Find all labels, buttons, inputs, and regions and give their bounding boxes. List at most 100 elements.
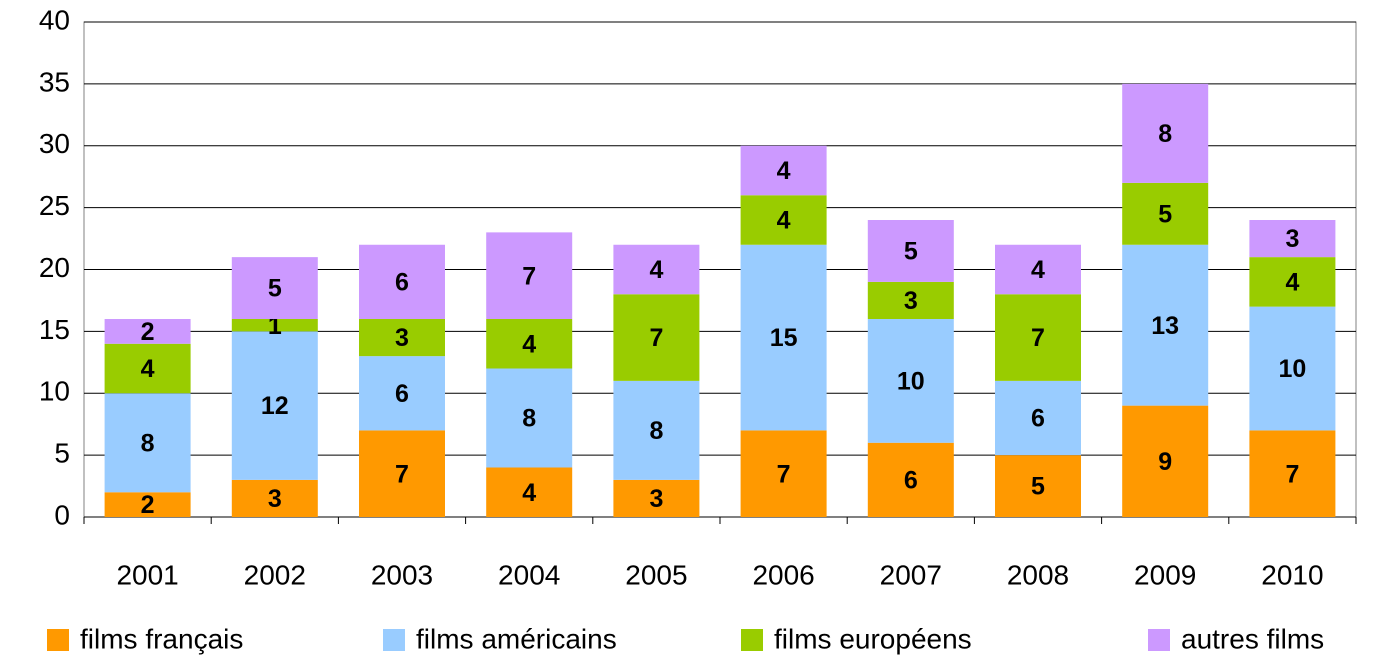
data-label: 5 — [904, 238, 918, 266]
data-label: 8 — [141, 429, 155, 457]
bar-segment — [1122, 405, 1209, 517]
legend-swatch — [47, 629, 69, 651]
data-label: 9 — [1158, 448, 1172, 476]
data-label: 3 — [904, 287, 918, 315]
bar-segment — [359, 319, 445, 357]
bar-segment — [1249, 257, 1336, 307]
x-tick-label: 2005 — [625, 559, 687, 590]
data-label: 3 — [649, 485, 663, 513]
bar-segment — [995, 380, 1081, 456]
bar-segment — [1249, 306, 1336, 431]
legend-swatch — [383, 629, 405, 651]
data-label: 7 — [649, 324, 663, 352]
data-label: 5 — [268, 275, 282, 303]
data-label: 7 — [1031, 324, 1045, 352]
bar-segment — [486, 467, 573, 517]
y-tick-label: 30 — [39, 128, 70, 159]
data-label: 3 — [268, 485, 282, 513]
data-label: 4 — [522, 479, 536, 507]
bar-segment — [613, 294, 700, 381]
bar-segment — [486, 368, 573, 468]
y-tick-label: 0 — [54, 499, 70, 530]
bar-segment — [613, 244, 700, 295]
data-label: 4 — [777, 207, 791, 235]
bar-segment — [359, 244, 445, 319]
legend-swatch — [1148, 629, 1170, 651]
data-label: 4 — [141, 355, 155, 383]
x-tick-label: 2009 — [1134, 559, 1196, 590]
bar-segment — [995, 244, 1081, 295]
bar-segment — [1249, 430, 1336, 517]
bar-segment — [867, 319, 954, 443]
bar-segment — [995, 294, 1081, 381]
y-tick-label: 25 — [39, 190, 70, 221]
data-label: 4 — [1031, 256, 1045, 284]
data-label: 8 — [522, 405, 536, 433]
bar-segment — [1249, 220, 1336, 258]
bar-segment — [359, 430, 445, 517]
x-tick-label: 2006 — [752, 559, 814, 590]
data-label: 5 — [1158, 200, 1172, 228]
bar-segment — [486, 232, 573, 319]
data-label: 10 — [897, 367, 925, 395]
y-tick-label: 5 — [54, 438, 70, 469]
data-label: 15 — [770, 324, 798, 352]
bar-segment — [231, 257, 318, 319]
y-tick-label: 40 — [39, 4, 70, 35]
data-label: 8 — [1158, 120, 1172, 148]
data-label: 5 — [1031, 473, 1045, 501]
data-label: 6 — [904, 466, 918, 494]
data-label: 4 — [522, 330, 536, 358]
bar-segment — [613, 380, 700, 480]
legend-label: films américains — [416, 623, 617, 654]
bar-segment — [486, 319, 573, 369]
data-label: 10 — [1278, 355, 1306, 383]
x-tick-label: 2007 — [880, 559, 942, 590]
legend-swatch — [741, 629, 763, 651]
data-label: 2 — [141, 491, 155, 519]
x-tick-label: 2003 — [371, 559, 433, 590]
data-label: 7 — [1285, 460, 1299, 488]
bar-segment — [359, 356, 445, 431]
bar-segment — [231, 479, 318, 517]
data-label: 6 — [395, 268, 409, 296]
bar-segment — [740, 195, 827, 245]
y-tick-label: 15 — [39, 314, 70, 345]
data-label: 13 — [1151, 312, 1179, 340]
legend-label: autres films — [1181, 623, 1324, 654]
x-tick-label: 2001 — [116, 559, 178, 590]
bar-segment — [740, 430, 827, 517]
bar-segment — [995, 455, 1081, 517]
bar-segment — [104, 393, 191, 493]
data-label: 7 — [522, 262, 536, 290]
bar-segment — [740, 145, 827, 196]
bar-segment — [231, 319, 318, 332]
bar-segment — [104, 343, 191, 394]
bar-segment — [1122, 83, 1209, 183]
data-label: 4 — [777, 157, 791, 185]
bar-segment — [867, 220, 954, 282]
y-tick-label: 10 — [39, 376, 70, 407]
data-label: 7 — [395, 460, 409, 488]
x-tick-label: 2010 — [1261, 559, 1323, 590]
bar-segment — [1122, 182, 1209, 245]
y-tick-label: 35 — [39, 66, 70, 97]
data-label: 8 — [649, 417, 663, 445]
data-label: 12 — [261, 392, 289, 420]
x-tick-label: 2002 — [244, 559, 306, 590]
bar-segment — [104, 319, 191, 344]
x-tick-label: 2008 — [1007, 559, 1069, 590]
bar-segment — [231, 331, 318, 480]
bar-segment — [613, 479, 700, 517]
bar-segment — [867, 281, 954, 319]
y-tick-label: 20 — [39, 252, 70, 283]
bar-segment — [867, 442, 954, 517]
data-label: 3 — [1285, 225, 1299, 253]
data-label: 7 — [777, 460, 791, 488]
data-label: 2 — [141, 318, 155, 346]
data-label: 6 — [395, 380, 409, 408]
data-label: 4 — [1285, 268, 1299, 296]
x-tick-label: 2004 — [498, 559, 560, 590]
bar-segment — [104, 492, 191, 517]
